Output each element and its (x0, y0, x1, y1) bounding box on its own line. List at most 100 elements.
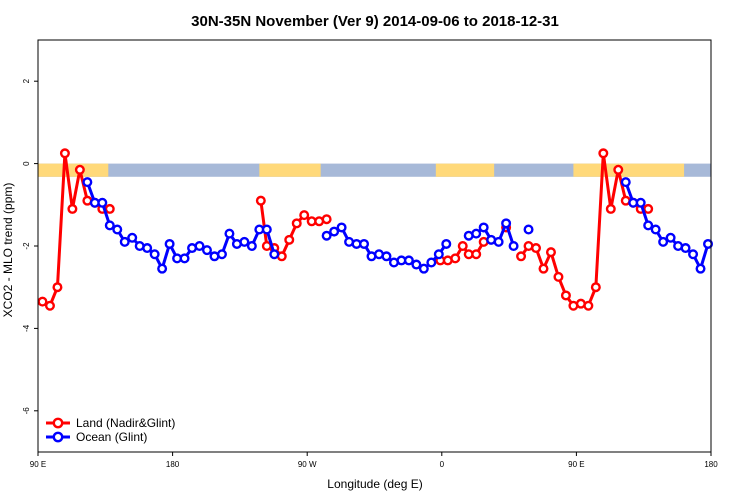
series-1-point-13 (179, 253, 190, 264)
land-mask-segment-0 (38, 163, 109, 177)
series-1-point-42 (441, 238, 452, 249)
series-1-point-60 (688, 249, 699, 260)
legend-ocean-label: Ocean (Glint) (76, 430, 147, 444)
series-0-point-25 (471, 249, 482, 260)
series-1-point-24 (261, 224, 272, 235)
series-1-point-62 (703, 238, 714, 249)
series-0-point-37 (583, 300, 594, 311)
series-1-point-45 (478, 222, 489, 233)
series-1-point-28 (336, 222, 347, 233)
series-0-point-40 (605, 203, 616, 214)
series-1-point-25 (269, 249, 280, 260)
series-0-point-14 (284, 234, 295, 245)
series-1-point-59 (680, 243, 691, 254)
legend-land-marker (52, 417, 64, 429)
legend-ocean-marker (52, 431, 64, 443)
series-1-point-50 (523, 224, 534, 235)
y-tick-label-0: 2 (22, 78, 31, 83)
series-1-point-10 (157, 263, 168, 274)
series-1-point-5 (119, 236, 130, 247)
series-0-point-38 (590, 282, 601, 293)
series-1-point-39 (418, 263, 429, 274)
series-0-point-3 (59, 148, 70, 159)
series-1-point-51 (620, 177, 631, 188)
land-mask-segment-3 (573, 163, 685, 177)
series-0-point-5 (74, 164, 85, 175)
y-tick-label-4: -6 (22, 407, 31, 415)
series-0-point-1 (44, 300, 55, 311)
series-1-point-54 (643, 220, 654, 231)
series-0-point-34 (560, 290, 571, 301)
x-tick-label-4: 90 E (568, 460, 584, 469)
land-mask-segment-2 (435, 163, 495, 177)
chart-title: 30N-35N November (Ver 9) 2014-09-06 to 2… (191, 13, 559, 30)
land-mask-segment-1 (259, 163, 321, 177)
series-1-point-2 (97, 197, 108, 208)
x-tick-label-2: 90 W (298, 460, 317, 469)
series-0-point-2 (52, 282, 63, 293)
series-1-point-56 (658, 236, 669, 247)
x-tick-label-3: 0 (440, 460, 445, 469)
legend-land-label: Land (Nadir&Glint) (76, 416, 175, 430)
series-1-point-19 (224, 228, 235, 239)
series-1-point-8 (142, 243, 153, 254)
series-1-point-6 (127, 232, 138, 243)
series-1-point-22 (246, 240, 257, 251)
series-layer (37, 148, 714, 311)
series-0-point-22 (450, 253, 461, 264)
series-1-point-4 (112, 224, 123, 235)
series-1-point-55 (650, 224, 661, 235)
series-1-point-57 (665, 232, 676, 243)
series-0-point-45 (643, 203, 654, 214)
axis-ticks: 90 E 180 90 W 0 90 E 180 2 0 -2 -4 -6 (22, 78, 718, 469)
y-axis-label: XCO2 - MLO trend (ppm) (1, 183, 15, 318)
series-0-point-39 (598, 148, 609, 159)
series-0-point-0 (37, 296, 48, 307)
series-0-point-33 (553, 271, 564, 282)
series-1-point-38 (411, 259, 422, 270)
series-1-point-44 (471, 228, 482, 239)
series-0-point-31 (538, 263, 549, 274)
series-0-point-4 (67, 203, 78, 214)
series-1-point-27 (329, 226, 340, 237)
series-1-point-31 (359, 238, 370, 249)
x-tick-label-5: 180 (704, 460, 718, 469)
series-0-point-32 (545, 247, 556, 258)
series-0-point-28 (516, 251, 527, 262)
series-0-point-9 (104, 203, 115, 214)
series-1-point-40 (426, 257, 437, 268)
series-0-point-19 (321, 214, 332, 225)
series-0-point-30 (531, 243, 542, 254)
ocean-mask-band (38, 163, 711, 177)
series-1-point-41 (433, 249, 444, 260)
series-0-point-10 (255, 195, 266, 206)
x-tick-label-1: 180 (166, 460, 180, 469)
series-1-point-16 (201, 245, 212, 256)
series-1-point-49 (508, 240, 519, 251)
series-1-point-34 (381, 251, 392, 262)
series-1-point-53 (635, 197, 646, 208)
series-1-point-26 (321, 230, 332, 241)
y-tick-label-1: 0 (22, 161, 31, 166)
series-1-point-11 (164, 238, 175, 249)
series-1 (82, 177, 714, 274)
x-axis-label: Longitude (deg E) (327, 477, 422, 491)
y-tick-label-2: -2 (22, 242, 31, 250)
land-ocean-band (38, 163, 711, 177)
series-0-point-15 (291, 218, 302, 229)
series-0-point-41 (613, 164, 624, 175)
x-tick-label-0: 90 E (30, 460, 46, 469)
y-tick-label-3: -4 (22, 324, 31, 332)
series-1-point-3 (104, 220, 115, 231)
series-0-point-23 (457, 240, 468, 251)
series-1-point-15 (194, 240, 205, 251)
plot-frame (37, 39, 712, 453)
series-1-point-48 (501, 218, 512, 229)
series-0-point-16 (299, 210, 310, 221)
series-1-point-47 (493, 236, 504, 247)
series-1-point-18 (216, 249, 227, 260)
series-1-point-61 (695, 263, 706, 274)
series-1-point-37 (403, 255, 414, 266)
series-1-point-9 (149, 249, 160, 260)
